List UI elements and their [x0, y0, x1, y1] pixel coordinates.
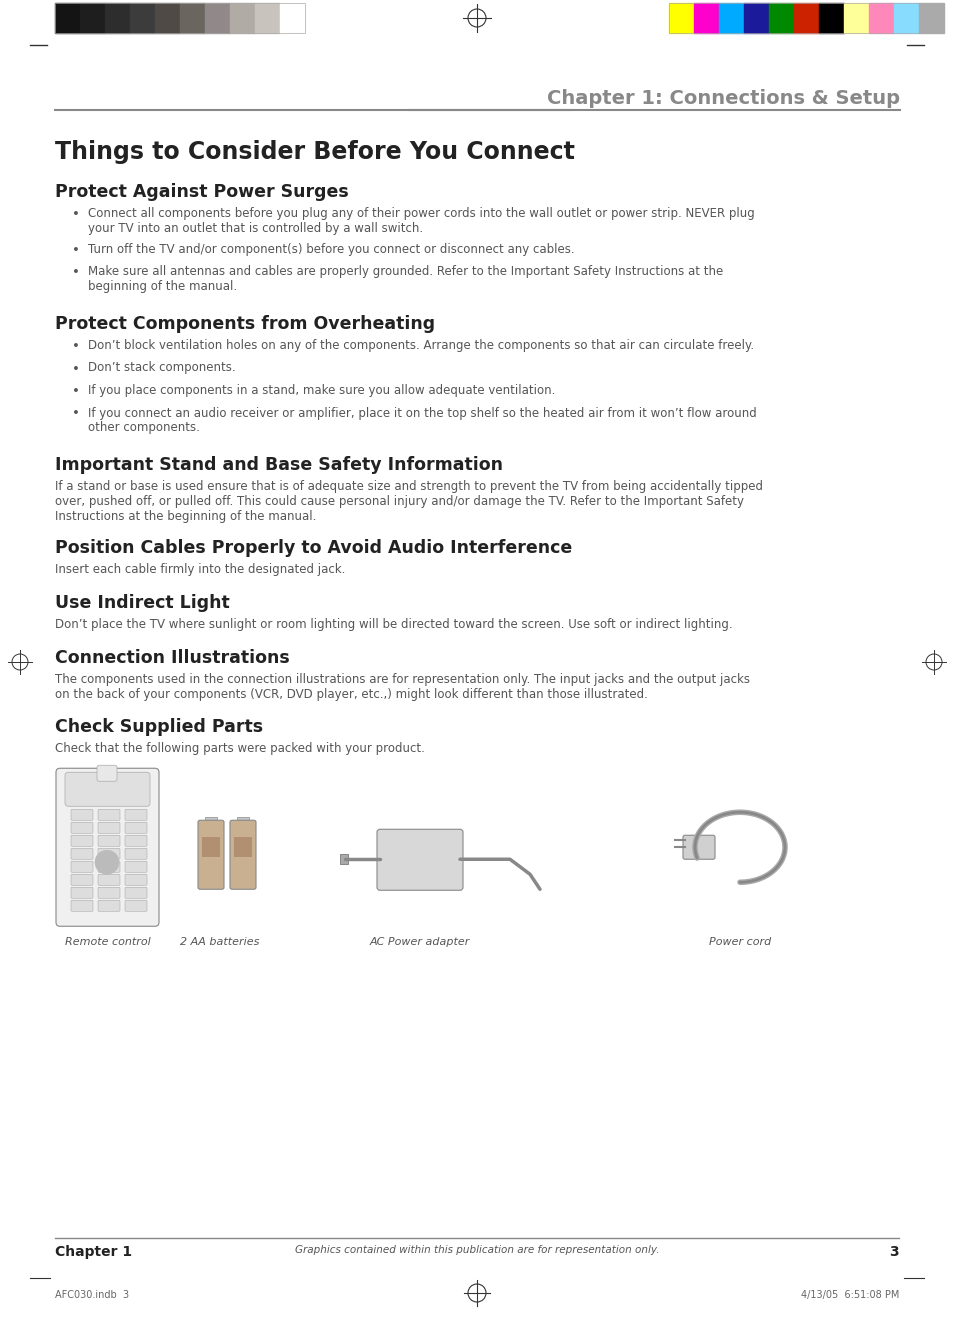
Bar [154, 3, 180, 33]
Text: •: • [71, 340, 80, 354]
Bar [668, 3, 693, 33]
Text: If you connect an audio receiver or amplifier, place it on the top shelf so the : If you connect an audio receiver or ampl… [88, 406, 756, 434]
Bar [339, 854, 348, 865]
Text: Use Indirect Light: Use Indirect Light [55, 594, 230, 612]
FancyBboxPatch shape [98, 822, 120, 833]
Bar [743, 3, 768, 33]
Text: Check Supplied Parts: Check Supplied Parts [55, 718, 263, 736]
Bar [818, 3, 843, 33]
Text: Protect Against Power Surges: Protect Against Power Surges [55, 183, 349, 201]
FancyBboxPatch shape [71, 822, 92, 833]
FancyBboxPatch shape [71, 849, 92, 859]
Bar [205, 3, 230, 33]
Text: Remote control: Remote control [65, 937, 151, 947]
Text: Check that the following parts were packed with your product.: Check that the following parts were pack… [55, 741, 424, 755]
Text: 2 AA batteries: 2 AA batteries [180, 937, 259, 947]
FancyBboxPatch shape [198, 821, 224, 890]
Bar [55, 3, 305, 33]
FancyBboxPatch shape [125, 849, 147, 859]
FancyBboxPatch shape [98, 809, 120, 821]
Text: •: • [71, 266, 80, 279]
FancyBboxPatch shape [98, 900, 120, 911]
Bar [55, 3, 80, 33]
Bar [236, 817, 249, 825]
FancyBboxPatch shape [71, 835, 92, 846]
Text: •: • [71, 363, 80, 376]
FancyBboxPatch shape [125, 835, 147, 846]
Text: If you place components in a stand, make sure you allow adequate ventilation.: If you place components in a stand, make… [88, 384, 555, 397]
Text: 4/13/05  6:51:08 PM: 4/13/05 6:51:08 PM [800, 1290, 898, 1300]
FancyBboxPatch shape [125, 874, 147, 886]
Bar [843, 3, 868, 33]
Bar [254, 3, 280, 33]
FancyBboxPatch shape [71, 809, 92, 821]
Text: Make sure all antennas and cables are properly grounded. Refer to the Important : Make sure all antennas and cables are pr… [88, 265, 722, 293]
Bar [180, 3, 205, 33]
Text: Connect all components before you plug any of their power cords into the wall ou: Connect all components before you plug a… [88, 207, 754, 234]
FancyBboxPatch shape [65, 772, 150, 806]
FancyBboxPatch shape [97, 765, 117, 781]
Text: AC Power adapter: AC Power adapter [370, 937, 470, 947]
Text: Chapter 1: Connections & Setup: Chapter 1: Connections & Setup [546, 89, 899, 109]
Text: •: • [71, 408, 80, 421]
Text: Power cord: Power cord [708, 937, 770, 947]
Text: Things to Consider Before You Connect: Things to Consider Before You Connect [55, 140, 575, 164]
Bar [202, 837, 220, 857]
FancyBboxPatch shape [125, 900, 147, 911]
Text: AFC030.indb  3: AFC030.indb 3 [55, 1290, 129, 1300]
Bar [768, 3, 793, 33]
FancyBboxPatch shape [682, 835, 714, 859]
Bar [280, 3, 305, 33]
Text: •: • [71, 208, 80, 221]
FancyBboxPatch shape [125, 822, 147, 833]
Bar [130, 3, 154, 33]
Text: Turn off the TV and/or component(s) before you connect or disconnect any cables.: Turn off the TV and/or component(s) befo… [88, 242, 574, 256]
FancyBboxPatch shape [71, 874, 92, 886]
Text: Insert each cable firmly into the designated jack.: Insert each cable firmly into the design… [55, 563, 345, 576]
Text: •: • [71, 244, 80, 257]
FancyBboxPatch shape [98, 861, 120, 873]
Bar [230, 3, 254, 33]
Circle shape [95, 850, 119, 874]
Bar [918, 3, 943, 33]
FancyBboxPatch shape [71, 900, 92, 911]
Text: Protect Components from Overheating: Protect Components from Overheating [55, 315, 435, 334]
Text: Position Cables Properly to Avoid Audio Interference: Position Cables Properly to Avoid Audio … [55, 539, 572, 557]
FancyBboxPatch shape [125, 809, 147, 821]
Bar [80, 3, 105, 33]
FancyBboxPatch shape [71, 887, 92, 898]
FancyBboxPatch shape [125, 887, 147, 898]
FancyBboxPatch shape [376, 829, 462, 890]
Text: 3: 3 [888, 1245, 898, 1259]
Text: Don’t stack components.: Don’t stack components. [88, 361, 235, 375]
FancyBboxPatch shape [56, 768, 159, 927]
Bar [868, 3, 893, 33]
FancyBboxPatch shape [230, 821, 255, 890]
Bar [719, 3, 743, 33]
Bar [693, 3, 719, 33]
FancyBboxPatch shape [98, 849, 120, 859]
Text: Don’t place the TV where sunlight or room lighting will be directed toward the s: Don’t place the TV where sunlight or roo… [55, 618, 732, 630]
Bar [205, 817, 216, 825]
Text: The components used in the connection illustrations are for representation only.: The components used in the connection il… [55, 673, 749, 700]
Text: Chapter 1: Chapter 1 [55, 1245, 132, 1259]
Text: Graphics contained within this publication are for representation only.: Graphics contained within this publicati… [294, 1245, 659, 1255]
Bar [668, 3, 943, 33]
Bar [793, 3, 818, 33]
Bar [233, 837, 252, 857]
FancyBboxPatch shape [98, 887, 120, 898]
FancyBboxPatch shape [71, 861, 92, 873]
Text: If a stand or base is used ensure that is of adequate size and strength to preve: If a stand or base is used ensure that i… [55, 481, 762, 523]
FancyBboxPatch shape [98, 835, 120, 846]
Text: Don’t block ventilation holes on any of the components. Arrange the components s: Don’t block ventilation holes on any of … [88, 339, 753, 352]
FancyBboxPatch shape [125, 861, 147, 873]
Bar [893, 3, 918, 33]
Text: •: • [71, 385, 80, 399]
Text: Connection Illustrations: Connection Illustrations [55, 649, 290, 667]
FancyBboxPatch shape [98, 874, 120, 886]
Bar [105, 3, 130, 33]
Text: Important Stand and Base Safety Information: Important Stand and Base Safety Informat… [55, 457, 502, 474]
